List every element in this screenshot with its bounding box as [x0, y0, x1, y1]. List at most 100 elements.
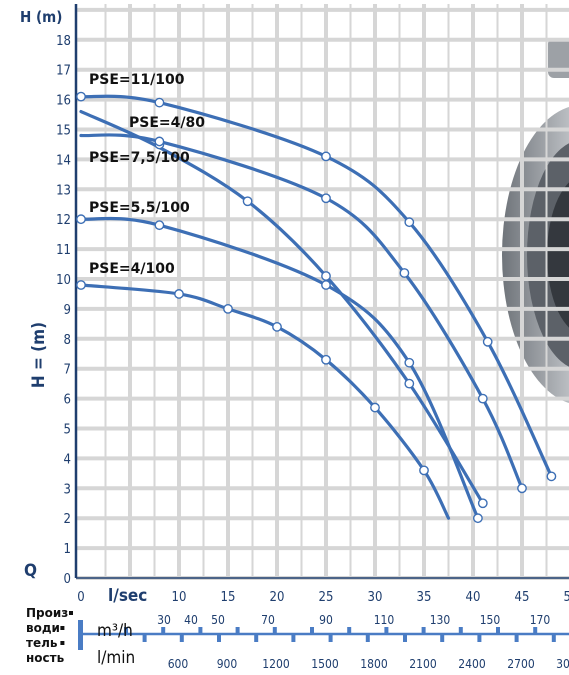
x-tick-label: 45	[515, 590, 530, 605]
flow-scale-tick	[217, 634, 221, 642]
x-tick-label: 15	[221, 590, 236, 605]
data-point	[76, 214, 86, 225]
y-tick-label: 16	[56, 94, 71, 109]
flow-scale-start	[78, 620, 83, 650]
data-point	[419, 465, 429, 476]
y-tick-label: 2	[64, 512, 71, 527]
flow-scale-tick	[384, 627, 389, 635]
chart-markers	[76, 91, 557, 524]
data-point	[482, 336, 493, 347]
flow-scale-tick	[477, 634, 482, 642]
flow-scale-tick	[310, 627, 314, 635]
lmin-tick: 900	[217, 657, 238, 671]
lmin-tick: 1800	[360, 657, 388, 671]
series-labels: PSE=11/100 PSE=4/80 PSE=7,5/100 PSE=5,5/100…	[89, 72, 205, 277]
data-point	[272, 321, 282, 332]
m3h-tick: 30	[157, 613, 171, 627]
m3h-tick: 40	[184, 613, 198, 627]
data-point	[223, 303, 233, 314]
flow-scale-tick	[403, 634, 407, 642]
y-tick-label: 17	[56, 64, 71, 79]
data-point	[472, 513, 483, 524]
m3h-tick: 50	[211, 613, 225, 627]
flow-side-label: тель	[26, 636, 58, 650]
data-point	[321, 193, 331, 204]
series-line	[79, 283, 451, 520]
data-point	[321, 354, 331, 365]
series-label: PSE=4/100	[89, 261, 175, 277]
flow-scale-tick	[440, 634, 445, 642]
data-point	[242, 196, 253, 207]
x-tick-label: 30	[368, 590, 383, 605]
m3h-tick: 150	[480, 613, 501, 627]
data-point	[154, 136, 165, 147]
flow-scale-tick	[365, 634, 370, 642]
m3h-tick: 110	[374, 613, 395, 627]
data-point	[321, 271, 331, 281]
lmin-tick: 2700	[507, 657, 535, 671]
y-tick-label: 6	[64, 393, 71, 408]
m3h-tick: 70	[261, 613, 275, 627]
flow-scale-tick	[198, 627, 203, 635]
data-point	[76, 280, 86, 290]
x-tick-label: 40	[466, 590, 481, 605]
flow-scale-tick	[421, 627, 426, 635]
lmin-tick: 1500	[311, 657, 339, 671]
y-tick-label: 12	[56, 213, 71, 228]
data-point	[370, 402, 380, 413]
data-point	[154, 97, 165, 108]
lmin-label: l/min	[97, 648, 135, 668]
data-point	[404, 357, 415, 368]
flow-scale-tick	[179, 634, 184, 642]
y-tick-label: 15	[56, 124, 71, 139]
y-tick-label: 8	[64, 333, 71, 348]
lmin-tick: 2100	[409, 657, 437, 671]
y-tick-label: 5	[64, 423, 71, 438]
flow-scale-tick	[161, 627, 166, 635]
y-axis-title-top: H (m)	[20, 8, 62, 26]
flow-scale-tick	[254, 634, 259, 642]
series-label: PSE=4/80	[129, 115, 205, 131]
flow-scale-tick	[124, 627, 128, 635]
y-axis-title-side: H = (m)	[29, 322, 49, 388]
x-tick-label: 35	[417, 590, 432, 605]
x-tick-label: 10	[172, 590, 187, 605]
data-point	[546, 471, 557, 482]
y-tick-label: 11	[56, 243, 71, 258]
x-tick-label: 50	[564, 590, 569, 605]
flow-side-label: води	[26, 621, 60, 635]
y-tick-label: 10	[56, 273, 71, 288]
flow-scale-tick	[347, 627, 352, 635]
lmin-tick: 1200	[262, 657, 290, 671]
flow-side-bullet	[69, 611, 73, 615]
chart-axes	[74, 4, 569, 579]
flow-side-bullet	[60, 626, 65, 630]
q-label: Q	[24, 561, 37, 581]
flow-scale-tick	[496, 627, 500, 635]
data-point	[174, 289, 184, 299]
y-tick-label: 7	[64, 363, 71, 378]
data-point	[404, 378, 415, 389]
data-point	[76, 91, 86, 102]
flow-scale-tick	[533, 627, 538, 635]
m3h-tick: 90	[319, 613, 333, 627]
y-tick-label: 4	[64, 452, 71, 467]
flow-scale-tick	[551, 634, 556, 642]
data-point	[477, 498, 488, 509]
flow-scale-tick	[142, 634, 147, 642]
series-label: PSE=11/100	[89, 72, 185, 88]
x-axis-title: l/sec	[108, 586, 147, 606]
series-label: PSE=5,5/100	[89, 200, 190, 216]
x-tick-label: 20	[270, 590, 285, 605]
flow-side-bullet	[60, 641, 65, 645]
series-label: PSE=7,5/100	[89, 150, 190, 166]
lmin-tick: 30	[556, 657, 569, 671]
y-tick-label: 9	[64, 303, 71, 318]
y-tick-label: 14	[56, 153, 71, 168]
lmin-tick: 600	[168, 657, 189, 671]
lmin-tick: 2400	[458, 657, 486, 671]
flow-scale-tick	[291, 634, 296, 642]
x-tick-label: 0	[77, 590, 84, 605]
